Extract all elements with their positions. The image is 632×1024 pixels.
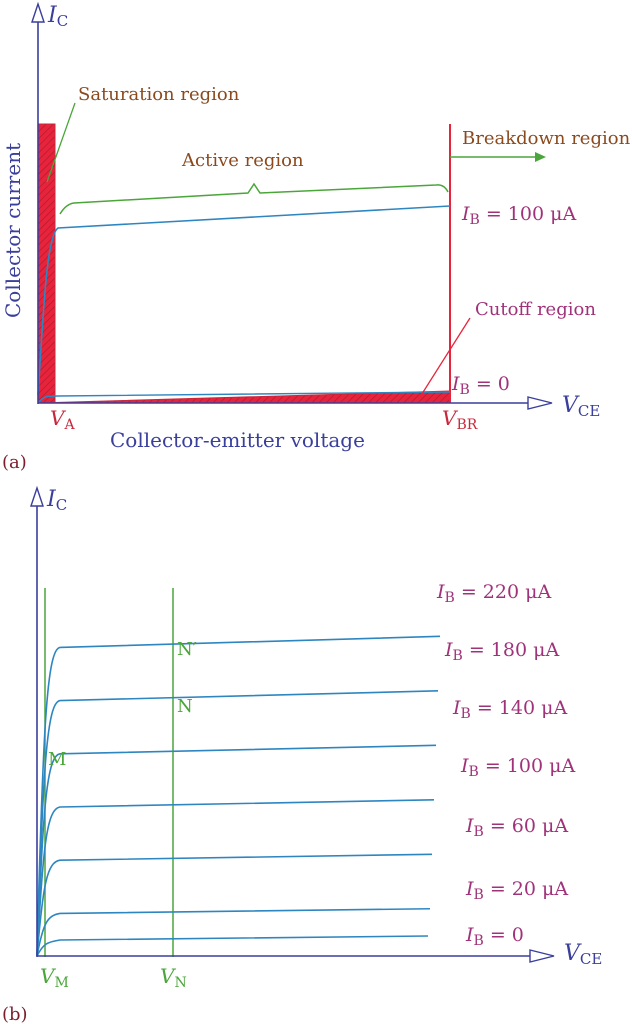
point-m-label: M [48,749,66,770]
saturation-leader [46,102,76,183]
curve-labels-b: IB = 220 μA IB = 180 μA IB = 140 μA IB =… [436,581,575,949]
x-axis-a-symbol: VCE [562,393,600,420]
curve-b-ib220 [36,635,441,957]
x-axis-a-title: Collector-emitter voltage [110,428,365,452]
label-vbr: VBR [442,406,478,433]
saturation-label: Saturation region [78,84,240,105]
label-vn: VN [160,964,187,991]
label-b-ib100: IB = 100 μA [460,755,575,780]
breakdown-arrow-head [535,152,546,162]
y-axis-b-arrow [30,485,44,507]
active-region-brace [59,182,449,215]
curve-b-ib20 [36,907,431,957]
label-b-ib20: IB = 20 μA [465,878,568,903]
y-axis-a-arrow [31,1,45,23]
panel-a-tag: (a) [2,452,27,473]
label-vm: VM [40,964,69,991]
cutoff-label: Cutoff region [475,299,596,320]
curve-b-ib0 [36,935,429,957]
label-b-ib140: IB = 140 μA [452,697,567,722]
cutoff-leader [419,317,471,398]
panel-a: IC VCE Collector current Collector-emitt… [1,1,631,473]
x-axis-b-symbol: VCE [564,941,602,968]
curve-b-ib60 [36,853,433,957]
panel-b: IC VCE IB = 220 μA IB = 180 μA IB = 140 … [2,485,602,1024]
breakdown-label: Breakdown region [462,128,631,149]
curve-a-ib100 [37,205,451,396]
label-a-ib0: IB = 0 [451,373,510,398]
x-axis-a-arrow [527,396,553,410]
y-axis-a-title: Collector current [1,143,25,318]
point-n-label: N [177,696,193,717]
curves-b [36,635,441,957]
x-axis-b-arrow [529,949,555,963]
curve-b-ib100 [36,799,435,957]
label-b-ib0: IB = 0 [465,924,524,949]
label-a-ib100: IB = 100 μA [461,203,576,228]
y-axis-a-symbol: IC [47,3,68,30]
point-n-prime-label: N′ [177,639,197,660]
label-va: VA [50,406,75,433]
label-b-ib60: IB = 60 μA [465,815,568,840]
curve-a-ib0 [37,391,451,404]
y-axis-b-symbol: IC [46,487,67,514]
curve-b-ib140 [36,744,437,957]
label-b-ib180: IB = 180 μA [444,639,559,664]
curve-b-ib180 [36,690,439,957]
panel-b-tag: (b) [2,1004,28,1024]
label-b-ib220: IB = 220 μA [436,581,551,606]
active-label: Active region [181,150,304,171]
